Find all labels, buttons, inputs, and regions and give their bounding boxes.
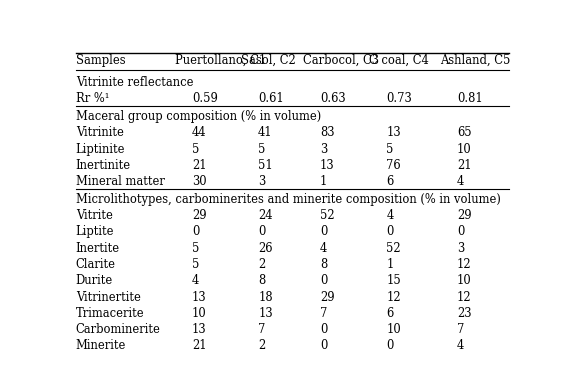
Text: 83: 83 <box>320 126 335 139</box>
Text: 13: 13 <box>386 126 401 139</box>
Text: 13: 13 <box>320 159 335 172</box>
Text: Inertinite: Inertinite <box>76 159 131 172</box>
Text: 0.63: 0.63 <box>320 92 345 105</box>
Text: Sasol, C2: Sasol, C2 <box>241 54 296 67</box>
Text: 0.59: 0.59 <box>192 92 218 105</box>
Text: Minerite: Minerite <box>76 339 126 352</box>
Text: 10: 10 <box>386 323 401 336</box>
Text: 0: 0 <box>457 226 465 239</box>
Text: Vitrinite reflectance: Vitrinite reflectance <box>76 76 193 89</box>
Text: 12: 12 <box>457 291 471 303</box>
Text: 4: 4 <box>192 274 199 287</box>
Text: Carbominerite: Carbominerite <box>76 323 161 336</box>
Text: 12: 12 <box>386 291 401 303</box>
Text: 4: 4 <box>386 209 393 222</box>
Text: 5: 5 <box>192 258 199 271</box>
Text: 7: 7 <box>457 323 465 336</box>
Text: Vitrinertite: Vitrinertite <box>76 291 141 303</box>
Text: 4: 4 <box>457 339 464 352</box>
Text: 0: 0 <box>320 274 327 287</box>
Text: 2: 2 <box>258 258 266 271</box>
Text: Samples: Samples <box>76 54 125 67</box>
Text: 2: 2 <box>258 339 266 352</box>
Text: 6: 6 <box>386 175 393 188</box>
Text: C coal, C4: C coal, C4 <box>369 54 429 67</box>
Text: 3: 3 <box>258 175 266 188</box>
Text: 44: 44 <box>192 126 206 139</box>
Text: 0: 0 <box>192 226 199 239</box>
Text: Maceral group composition (% in volume): Maceral group composition (% in volume) <box>76 110 321 123</box>
Text: 10: 10 <box>192 307 206 320</box>
Text: 7: 7 <box>258 323 266 336</box>
Text: 13: 13 <box>192 291 206 303</box>
Text: Ashland, C5: Ashland, C5 <box>440 54 511 67</box>
Text: 10: 10 <box>457 143 471 156</box>
Text: 21: 21 <box>192 339 206 352</box>
Text: 21: 21 <box>192 159 206 172</box>
Text: 3: 3 <box>320 143 327 156</box>
Text: Vitrite: Vitrite <box>76 209 112 222</box>
Text: 5: 5 <box>258 143 266 156</box>
Text: 23: 23 <box>457 307 471 320</box>
Text: 10: 10 <box>457 274 471 287</box>
Text: 29: 29 <box>320 291 335 303</box>
Text: 65: 65 <box>457 126 471 139</box>
Text: 5: 5 <box>386 143 394 156</box>
Text: 30: 30 <box>192 175 206 188</box>
Text: 4: 4 <box>320 242 327 255</box>
Text: 0: 0 <box>320 323 327 336</box>
Text: 5: 5 <box>192 242 199 255</box>
Text: 52: 52 <box>320 209 335 222</box>
Text: 0: 0 <box>258 226 266 239</box>
Text: Trimacerite: Trimacerite <box>76 307 144 320</box>
Text: 1: 1 <box>320 175 327 188</box>
Text: 4: 4 <box>457 175 464 188</box>
Text: Liptinite: Liptinite <box>76 143 125 156</box>
Text: 12: 12 <box>457 258 471 271</box>
Text: 6: 6 <box>386 307 393 320</box>
Text: 26: 26 <box>258 242 272 255</box>
Text: Puertollano, C1: Puertollano, C1 <box>175 54 266 67</box>
Text: 0: 0 <box>386 339 394 352</box>
Text: Microlithotypes, carbominerites and minerite composition (% in volume): Microlithotypes, carbominerites and mine… <box>76 193 500 206</box>
Text: 0.81: 0.81 <box>457 92 483 105</box>
Text: 8: 8 <box>320 258 327 271</box>
Text: 5: 5 <box>192 143 199 156</box>
Text: 13: 13 <box>258 307 272 320</box>
Text: 13: 13 <box>192 323 206 336</box>
Text: 0.61: 0.61 <box>258 92 284 105</box>
Text: 0: 0 <box>320 339 327 352</box>
Text: Mineral matter: Mineral matter <box>76 175 165 188</box>
Text: 0: 0 <box>386 226 394 239</box>
Text: 76: 76 <box>386 159 401 172</box>
Text: Durite: Durite <box>76 274 113 287</box>
Text: 7: 7 <box>320 307 327 320</box>
Text: 29: 29 <box>192 209 206 222</box>
Text: 8: 8 <box>258 274 266 287</box>
Text: 52: 52 <box>386 242 401 255</box>
Text: 1: 1 <box>386 258 394 271</box>
Text: 0: 0 <box>320 226 327 239</box>
Text: 24: 24 <box>258 209 272 222</box>
Text: Clarite: Clarite <box>76 258 116 271</box>
Text: Liptite: Liptite <box>76 226 114 239</box>
Text: 51: 51 <box>258 159 273 172</box>
Text: 41: 41 <box>258 126 272 139</box>
Text: Rr %¹: Rr %¹ <box>76 92 109 105</box>
Text: 0.73: 0.73 <box>386 92 412 105</box>
Text: 3: 3 <box>457 242 464 255</box>
Text: Vitrinite: Vitrinite <box>76 126 124 139</box>
Text: Inertite: Inertite <box>76 242 120 255</box>
Text: 18: 18 <box>258 291 272 303</box>
Text: 29: 29 <box>457 209 471 222</box>
Text: Carbocol, C3: Carbocol, C3 <box>303 54 379 67</box>
Text: 21: 21 <box>457 159 471 172</box>
Text: 15: 15 <box>386 274 401 287</box>
